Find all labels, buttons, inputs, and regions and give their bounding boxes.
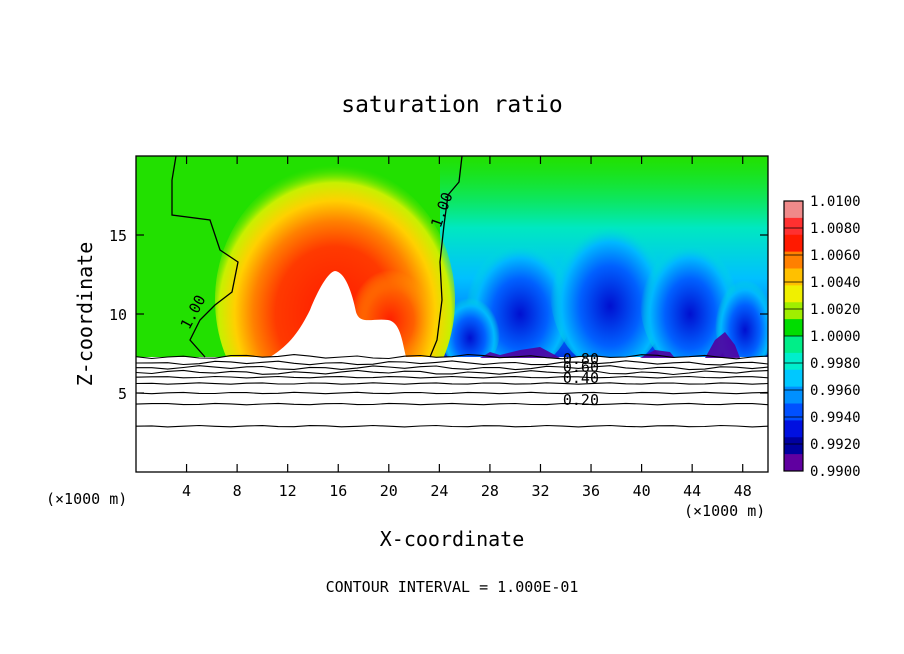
x-tick-label: 48 — [734, 482, 752, 500]
contour-label: 0.40 — [563, 369, 599, 387]
cool-anomaly-2 — [550, 210, 670, 370]
x-tick-label: 12 — [279, 482, 297, 500]
x-tick-label: 36 — [582, 482, 600, 500]
y-tick-label: 5 — [118, 385, 127, 403]
colorbar-swatch — [784, 454, 803, 472]
colorbar-swatch — [784, 369, 803, 388]
colorbar-swatch — [784, 386, 803, 404]
contour-label: 0.80 — [563, 350, 599, 368]
contour-interval-note: CONTOUR INTERVAL = 1.000E-01 — [326, 578, 579, 596]
cool-anomaly-5 — [440, 290, 500, 370]
x-tick-label: 28 — [481, 482, 499, 500]
contour-line-0.10 — [136, 424, 768, 428]
contour-line-left — [171, 156, 239, 358]
colorbar-label: 1.0100 — [810, 194, 861, 210]
cool-surface-edge — [480, 347, 560, 358]
x-unit-right: (×1000 m) — [684, 502, 765, 520]
colorbar-label: 0.9940 — [810, 410, 861, 426]
heatmap-field: 1.001.000.800.600.400.20 — [136, 156, 768, 472]
x-axis-ticks: 4 8 12 16 20 24 28 32 36 40 44 48 — [182, 156, 752, 500]
colorbar-swatch — [784, 437, 803, 455]
colorbar-label: 0.9900 — [810, 464, 861, 480]
x-tick-label: 8 — [233, 482, 242, 500]
x-axis-label: X-coordinate — [380, 527, 525, 551]
colorbar-swatch — [784, 201, 803, 219]
x-tick-label: 4 — [182, 482, 191, 500]
contour-line-right — [429, 156, 463, 358]
x-tick-label: 20 — [380, 482, 398, 500]
cool-surface-edge-2 — [640, 332, 740, 358]
cloud-region — [270, 271, 406, 357]
colorbar-label: 1.0080 — [810, 221, 861, 237]
colorbar: 1.0100 1.0080 1.0060 1.0040 1.0020 1.0000 0.99… — [783, 194, 861, 480]
colorbar-swatch — [784, 234, 803, 253]
x-unit-left: (×1000 m) — [46, 490, 127, 508]
colorbar-swatch — [784, 420, 803, 438]
x-tick-label: 16 — [329, 482, 347, 500]
lower-contours — [136, 354, 768, 428]
x-tick-label: 44 — [683, 482, 701, 500]
contour-line-0.30 — [136, 391, 768, 395]
contour-label: 0.60 — [563, 358, 599, 376]
colorbar-swatch — [784, 302, 803, 320]
colorbar-label: 0.9920 — [810, 437, 861, 453]
cool-anomaly-3 — [640, 230, 740, 370]
colorbar-label: 1.0060 — [810, 248, 861, 264]
contour-line-0.20 — [136, 402, 768, 406]
contour-line-0.90 — [136, 354, 768, 360]
colorbar-swatch — [784, 352, 803, 371]
colorbar-swatch — [784, 403, 803, 421]
colorbar-label: 0.9980 — [810, 356, 861, 372]
chart-title: saturation ratio — [341, 92, 563, 118]
x-tick-label: 40 — [633, 482, 651, 500]
colorbar-label: 1.0000 — [810, 329, 861, 345]
x-tick-label: 32 — [531, 482, 549, 500]
x-tick-label: 24 — [430, 482, 448, 500]
y-axis-label: Z-coordinate — [73, 242, 97, 387]
colorbar-label: 1.0020 — [810, 302, 861, 318]
colorbar-swatch — [784, 319, 803, 337]
colorbar-swatch — [784, 285, 803, 303]
contour-line-0.50 — [136, 375, 768, 379]
colorbar-swatch — [784, 217, 803, 236]
colorbar-label: 1.0040 — [810, 275, 861, 291]
contour-line-0.70 — [136, 365, 768, 371]
y-tick-label: 15 — [109, 227, 127, 245]
colorbar-swatch — [784, 251, 803, 269]
colorbar-swatch — [784, 268, 803, 286]
contour-line-0.80 — [136, 360, 768, 366]
y-axis-ticks: 5 10 15 — [109, 227, 768, 403]
contour-label: 0.20 — [563, 391, 599, 409]
y-tick-label: 10 — [109, 306, 127, 324]
colorbar-label: 0.9960 — [810, 383, 861, 399]
contour-line-0.40 — [136, 382, 768, 385]
colorbar-swatch — [784, 336, 803, 354]
contour-line-0.60 — [136, 369, 768, 376]
